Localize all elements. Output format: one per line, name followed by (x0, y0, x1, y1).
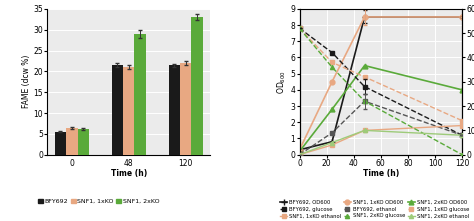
Bar (123, 67, 135, 155)
Bar (180, 63, 191, 155)
Legend: BFY692, OD600, BFY692, glucose, SNF1, 1xKO ethanol, SNF1, 1xKO OD600, BFY692, et: BFY692, OD600, BFY692, glucose, SNF1, 1x… (280, 200, 469, 218)
Bar (112, 65, 123, 155)
Bar (169, 65, 180, 155)
Y-axis label: FAME (dcw %): FAME (dcw %) (22, 55, 31, 109)
Bar (66, 128, 78, 155)
Y-axis label: OD$_{600}$: OD$_{600}$ (275, 70, 288, 94)
Bar (78, 129, 89, 155)
X-axis label: Time (h): Time (h) (363, 169, 399, 178)
X-axis label: Time (h): Time (h) (110, 169, 147, 178)
Legend: BFY692, SNF1, 1xKO, SNF1, 2xKO: BFY692, SNF1, 1xKO, SNF1, 2xKO (37, 199, 160, 204)
Bar (55, 132, 66, 155)
Bar (135, 34, 146, 155)
Bar (191, 17, 203, 155)
